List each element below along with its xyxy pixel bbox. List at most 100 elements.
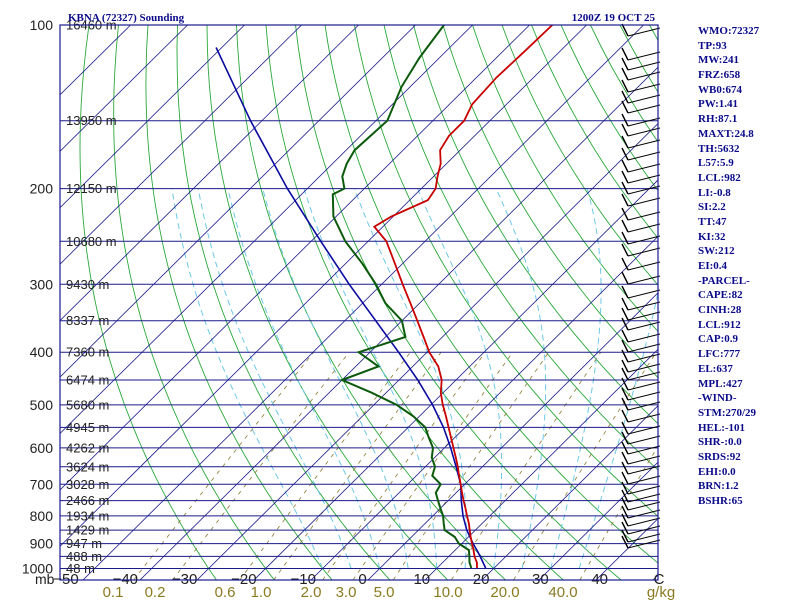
height-label: 4945 m <box>66 420 109 435</box>
dry-adiabat <box>354 25 658 517</box>
height-label: 5680 m <box>66 397 109 412</box>
isotherm <box>538 461 658 580</box>
wind-barb-flag <box>621 421 629 435</box>
sounding-time: 1200Z 19 OCT 25 <box>572 12 656 24</box>
wind-barb-flag <box>621 497 629 511</box>
height-label: 13950 m <box>66 113 117 128</box>
wind-barb <box>627 71 661 81</box>
wind-barb-flag <box>621 181 629 195</box>
height-label: 10680 m <box>66 234 117 249</box>
wind-barb <box>627 381 661 391</box>
dry-adiabat <box>768 25 800 580</box>
sounding-index: EI:0.4 <box>698 260 728 272</box>
wind-barb-flag <box>621 481 629 495</box>
pressure-label: 400 <box>30 344 54 360</box>
wind-barb-flag <box>621 243 629 257</box>
isotherm <box>60 25 587 547</box>
wind-barb-flag <box>621 170 629 184</box>
wind-barb-flag <box>621 90 629 104</box>
wind-barb-flag <box>621 297 629 311</box>
isotherm <box>481 405 658 580</box>
wind-barb-flag <box>621 67 629 81</box>
pressure-label: 500 <box>30 397 54 413</box>
wind-barb-flag <box>621 47 629 61</box>
wind-barb-flag <box>621 339 629 353</box>
mixing-ratio-label: 0.6 <box>215 584 236 600</box>
wind-barb-flag <box>621 57 629 71</box>
isotherm <box>310 235 658 580</box>
temperature-trace <box>372 25 553 569</box>
wind-barb <box>627 353 661 363</box>
mixing-ratio-label: 20.0 <box>490 584 519 600</box>
dry-adiabat <box>413 25 658 425</box>
moist-adiabat <box>578 290 658 569</box>
wind-barb <box>627 197 661 207</box>
pressure-label: 800 <box>30 508 54 524</box>
sounding-index: SHR-:0.0 <box>698 436 742 449</box>
sounding-index: -PARCEL- <box>698 274 750 287</box>
mixing-ratio-line <box>450 351 602 580</box>
wind-barb <box>627 247 661 257</box>
mixing-ratio-line <box>579 445 658 580</box>
mixing-ratio-label: g/kg <box>647 584 675 600</box>
wind-barb-flag <box>621 431 629 445</box>
wind-barb <box>627 517 661 527</box>
wind-barb-flag <box>621 231 629 245</box>
wind-barb <box>627 163 661 173</box>
dry-adiabat <box>176 25 391 580</box>
sounding-index: BSHR:65 <box>698 495 743 507</box>
sounding-index: MAXT:24.8 <box>698 127 754 140</box>
sounding-index: SW:212 <box>698 245 735 258</box>
pressure-label: 100 <box>30 17 54 33</box>
isotherm <box>60 25 473 435</box>
mixing-ratio-line <box>392 351 550 580</box>
wind-barb-flag <box>621 521 629 535</box>
height-label: 6474 m <box>66 373 109 388</box>
wind-barb <box>627 223 661 233</box>
sounding-index: SI:2.2 <box>698 201 726 214</box>
moist-adiabat <box>495 188 547 569</box>
pressure-label: 600 <box>30 440 54 456</box>
wind-barb-flag <box>621 535 629 549</box>
mixing-ratio-line <box>352 351 514 580</box>
wind-barb <box>627 413 661 423</box>
wind-barbs <box>621 23 661 549</box>
sounding-index: CAP:0.9 <box>698 333 739 346</box>
height-label: 3624 m <box>66 459 109 474</box>
wind-barb <box>627 465 661 475</box>
sounding-index: FRZ:658 <box>698 69 741 82</box>
sounding-index: LCL:982 <box>698 171 741 184</box>
sounding-index: RH:87.1 <box>698 113 738 126</box>
wind-barb-flag <box>621 207 629 221</box>
height-label: 7360 m <box>66 345 109 360</box>
pressure-label: 300 <box>30 276 54 292</box>
wind-barb <box>627 261 661 271</box>
wind-barb <box>627 485 661 495</box>
wind-barb <box>627 104 661 114</box>
dry-adiabat <box>236 25 506 580</box>
profiles <box>215 25 553 569</box>
dry-adiabat <box>501 25 658 286</box>
sounding-index: LCL:912 <box>698 318 741 331</box>
wind-barb-flag <box>621 513 629 527</box>
moist-adiabat <box>262 188 409 569</box>
wind-barb <box>627 401 661 411</box>
isotherm <box>424 348 658 580</box>
wind-barb-flag <box>621 23 629 37</box>
mixing-ratio-label: 0.1 <box>103 584 124 600</box>
dry-adiabat <box>79 25 217 580</box>
wind-barb-flag <box>621 529 629 543</box>
mixing-ratio-label: 0.2 <box>145 584 166 600</box>
wind-barb <box>627 425 661 435</box>
sounding-index: MW:241 <box>698 54 739 67</box>
moist-adiabat <box>550 188 602 569</box>
wind-barb <box>627 363 661 373</box>
wind-barb <box>627 94 661 104</box>
wind-barb-flag <box>621 193 629 207</box>
wind-barb <box>627 493 661 503</box>
dry-adiabat <box>145 25 333 580</box>
height-label: 2466 m <box>66 493 109 508</box>
sounding-index: PW:1.41 <box>698 98 739 111</box>
sounding-index: CAPE:82 <box>698 289 743 302</box>
moist-adiabat <box>417 188 503 569</box>
